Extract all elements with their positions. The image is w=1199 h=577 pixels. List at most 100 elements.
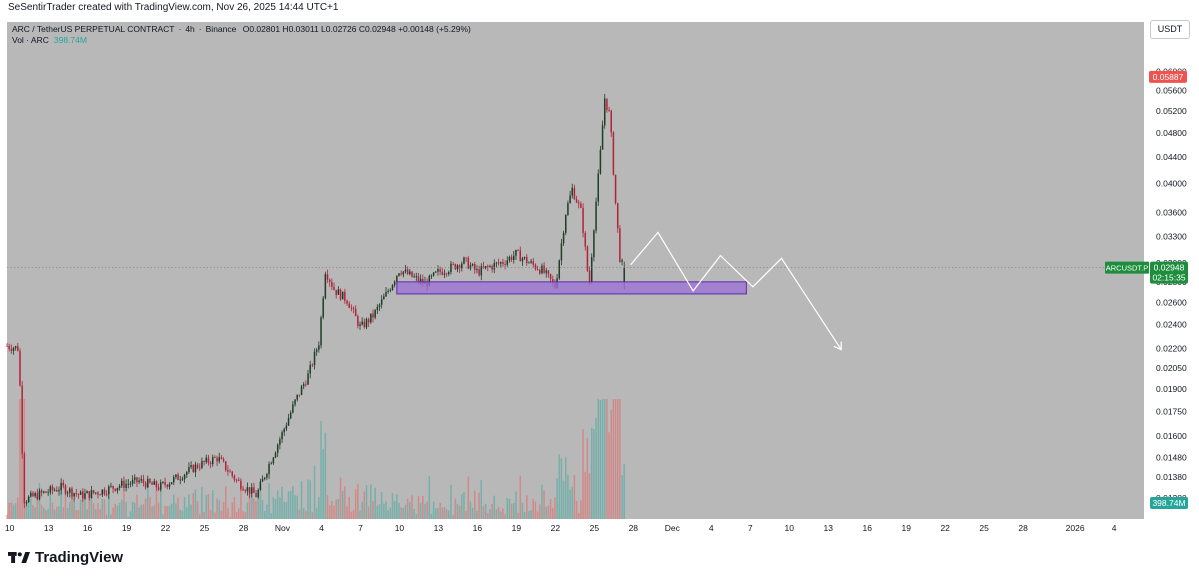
candle-body [528, 262, 530, 264]
ohlc-values: O0.02801 H0.03011 L0.02726 C0.02948 +0.0… [242, 24, 471, 34]
volume-bar [30, 498, 32, 519]
candle-body [354, 308, 357, 317]
candle-body [370, 313, 372, 323]
volume-bar [357, 483, 359, 519]
candle-body [599, 149, 602, 174]
candle-body [454, 264, 457, 270]
candle-body [367, 319, 370, 323]
candle-body [435, 271, 437, 273]
candle-body [160, 482, 162, 490]
tradingview-logo: TradingView [8, 549, 123, 566]
volume-bar [43, 507, 45, 519]
volume-bar [623, 464, 625, 519]
volume-bar [27, 497, 30, 519]
volume-label[interactable]: Vol · ARC [12, 35, 49, 45]
candle-body [203, 460, 205, 463]
volume-bar [60, 485, 62, 519]
volume-bar [383, 503, 385, 519]
volume-bar [201, 487, 203, 519]
candle-body [14, 346, 17, 349]
candle-body [138, 480, 140, 483]
volume-bar [398, 503, 400, 519]
volume-bar [380, 492, 383, 519]
volume-bar [372, 500, 374, 519]
date-tick-label: 10 [395, 523, 405, 533]
candle-body [590, 257, 593, 283]
candle-body [216, 457, 218, 462]
candle-body [173, 477, 175, 483]
volume-bar [435, 508, 437, 519]
date-tick-label: 7 [358, 523, 363, 533]
candle-body [482, 266, 485, 268]
candle-body [177, 474, 179, 480]
volume-value: 398.74M [53, 35, 87, 45]
candle-body [248, 487, 251, 494]
volume-bar [183, 496, 186, 519]
volume-bar [417, 495, 420, 519]
symbol-title[interactable]: ARC / TetherUS PERPETUAL CONTRACT [12, 24, 175, 34]
volume-bar [361, 501, 363, 519]
candle-body [432, 272, 435, 276]
volume-bar [575, 500, 578, 519]
candle-body [108, 486, 110, 495]
volume-bar [536, 511, 539, 519]
volume-bar [370, 484, 372, 519]
candle-body [534, 264, 537, 269]
date-tick-label: 7 [748, 523, 753, 533]
candle-body [584, 232, 587, 247]
timeframe[interactable]: 4h [185, 24, 195, 34]
volume-bar [350, 511, 353, 519]
volume-bar [597, 399, 599, 519]
volume-bar [365, 485, 368, 519]
volume-bar [196, 500, 199, 519]
candle-body [402, 271, 405, 275]
volume-bar [296, 495, 298, 519]
volume-bar [64, 485, 67, 519]
volume-bar [17, 497, 19, 519]
candle-body [404, 269, 407, 272]
volume-bar [523, 511, 526, 519]
volume-bar [66, 508, 69, 519]
volume-bar [616, 399, 619, 519]
volume-bar [248, 489, 251, 519]
volume-bar [495, 509, 498, 519]
volume-bar [530, 509, 532, 519]
candle-body [62, 482, 65, 486]
candle-body [504, 264, 506, 265]
volume-bar [404, 504, 407, 519]
volume-bar [131, 501, 134, 519]
candle-body [246, 487, 249, 492]
candle-body [27, 496, 30, 503]
volume-bar [564, 456, 567, 519]
candle-body [463, 257, 465, 264]
candle-body [56, 489, 58, 492]
volume-bar [240, 486, 242, 519]
chart-plot-area[interactable] [7, 22, 1144, 519]
volume-bar [331, 500, 333, 519]
candle-body [387, 290, 389, 292]
volume-bar [181, 510, 184, 519]
volume-bar [367, 506, 370, 519]
volume-bar [77, 509, 80, 519]
volume-bar [476, 510, 478, 519]
candle-body [376, 306, 379, 310]
currency-button[interactable]: USDT [1150, 20, 1190, 39]
candle-body [222, 458, 225, 462]
volume-bar [140, 504, 143, 519]
publish-caption: SeSentirTrader created with TradingView.… [8, 2, 339, 13]
volume-bar [603, 399, 606, 519]
candle-body [147, 478, 149, 488]
candle-body [337, 289, 340, 295]
volume-bar [320, 421, 322, 519]
volume-bar [164, 505, 166, 519]
volume-bar [97, 503, 99, 519]
candle-body [571, 187, 574, 196]
candle-body [612, 132, 615, 175]
candle-body [136, 477, 138, 483]
volume-bar [534, 501, 537, 519]
volume-bar [391, 492, 394, 519]
candle-body [513, 255, 515, 260]
date-tick-label: 28 [1018, 523, 1028, 533]
candle-body [123, 480, 125, 488]
volume-bar [593, 429, 595, 519]
